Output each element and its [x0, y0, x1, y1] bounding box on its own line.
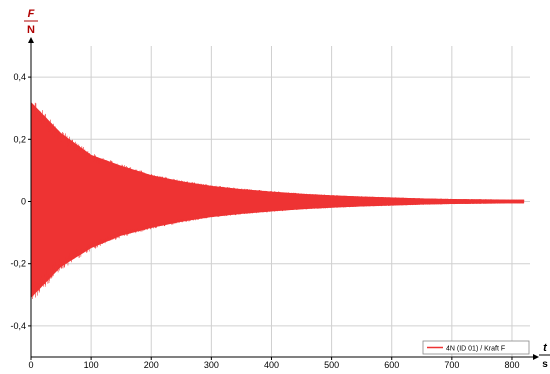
x-tick-label: 200	[144, 360, 159, 369]
x-axis-unit: s	[542, 359, 548, 369]
y-tick-labels: -0,4 -0,2 0 0,2 0,4	[10, 72, 31, 331]
x-axis-symbol: t	[543, 342, 548, 354]
x-tick-label: 500	[324, 360, 339, 369]
legend-box	[422, 340, 530, 355]
y-axis-arrow	[28, 37, 34, 43]
legend: 4N (ID 01) / Kraft F	[422, 340, 530, 355]
x-tick-label: 400	[264, 360, 279, 369]
x-tick-label: 100	[84, 360, 99, 369]
signal-trace	[30, 102, 525, 299]
y-axis-symbol: F	[28, 8, 35, 20]
legend-label: 4N (ID 01) / Kraft F	[446, 346, 505, 353]
x-tick-label: 300	[204, 360, 219, 369]
y-tick-label: 0	[21, 197, 26, 207]
signal-series	[30, 101, 525, 299]
x-tick-label: 600	[384, 360, 399, 369]
y-tick-label: -0,2	[10, 259, 26, 269]
x-tick-label: 700	[444, 360, 459, 369]
x-axis-arrow	[533, 354, 539, 360]
y-tick-label: 0,2	[13, 134, 26, 144]
axes	[28, 37, 539, 360]
x-tick-label: 0	[28, 360, 33, 369]
y-axis-unit: N	[27, 24, 35, 36]
y-tick-label: 0,4	[13, 72, 26, 82]
x-tick-labels: 0 100 200 300 400 500 600 700 800	[28, 357, 519, 370]
x-tick-label: 800	[504, 360, 519, 369]
y-tick-label: -0,4	[10, 321, 26, 331]
